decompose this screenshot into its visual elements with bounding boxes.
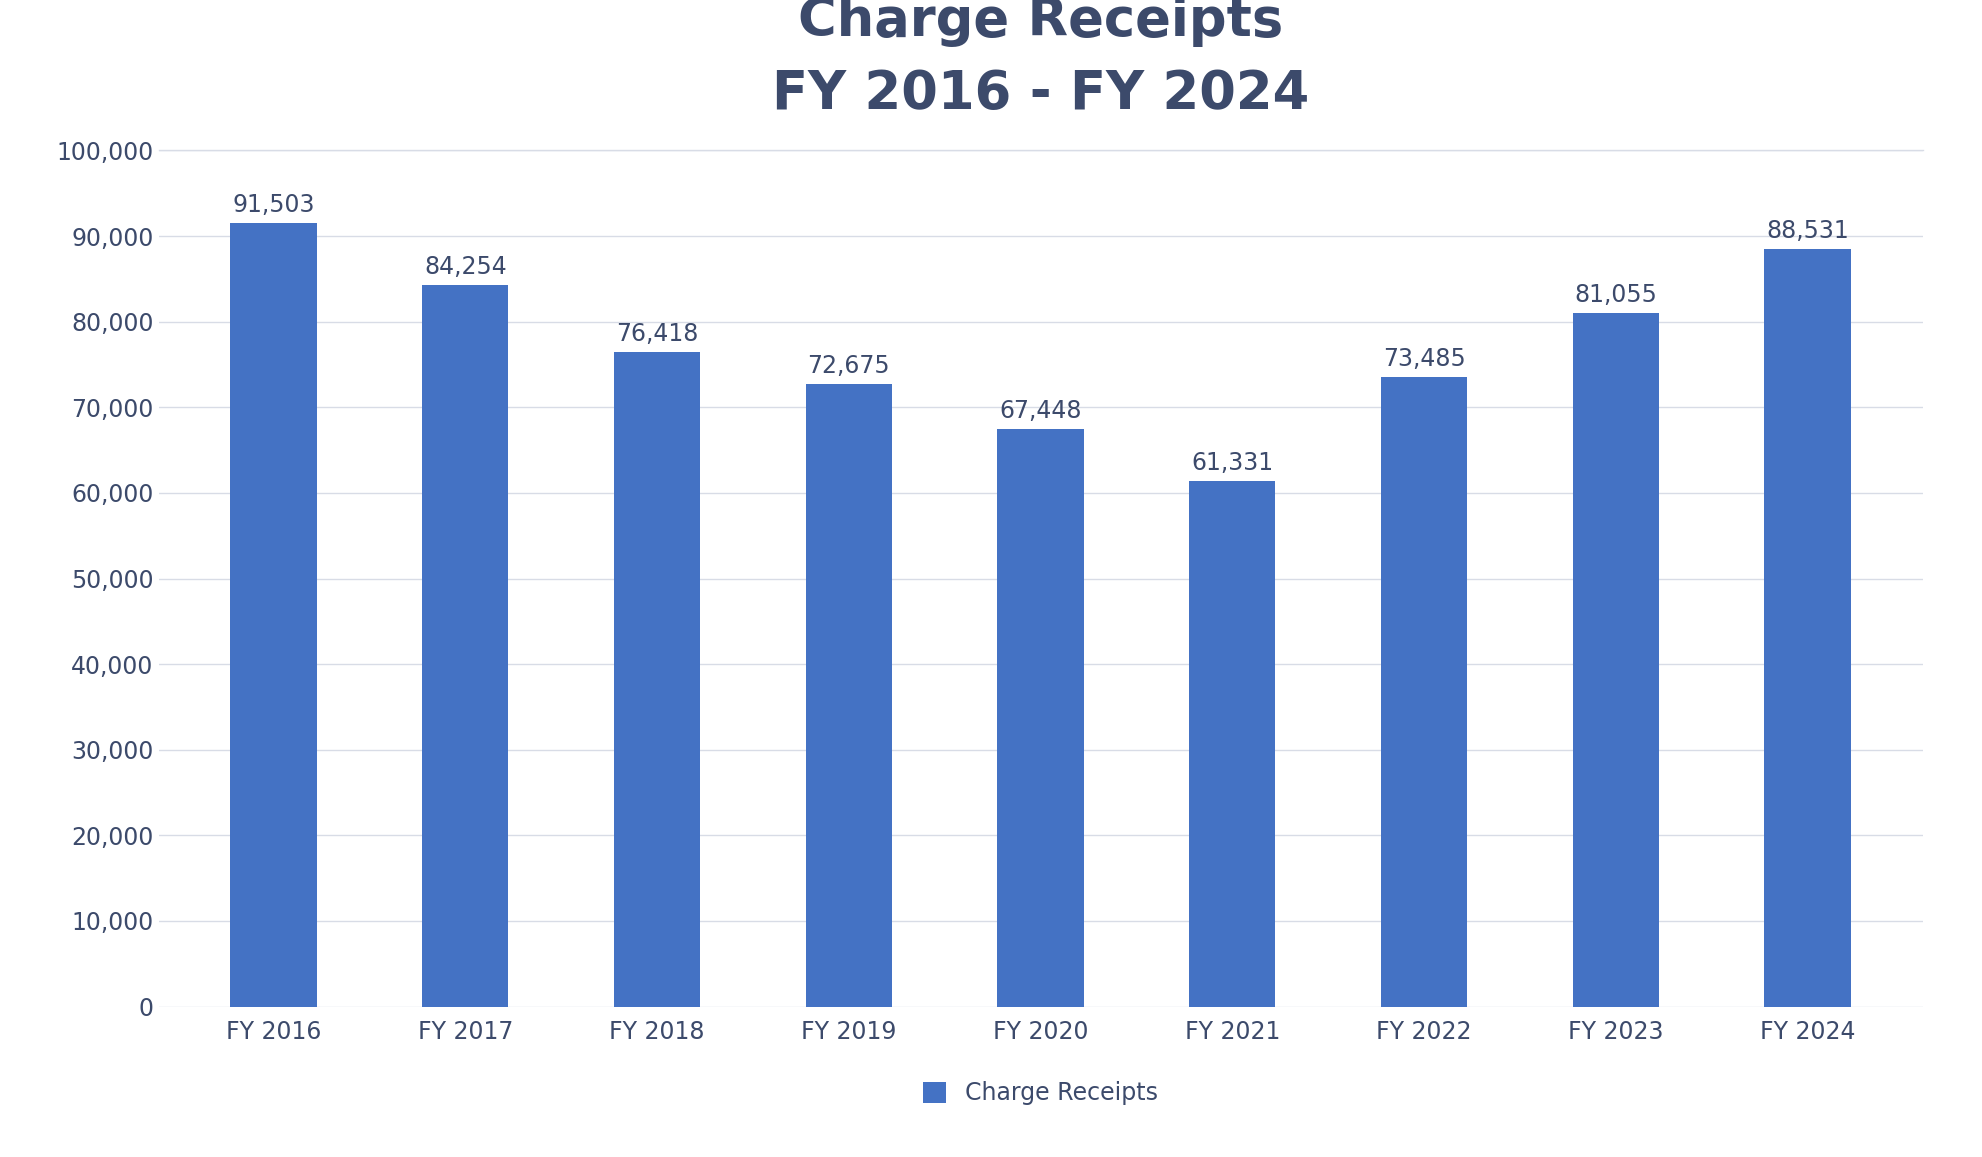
Bar [230, 223, 317, 1007]
Bar [997, 429, 1084, 1007]
Bar [1764, 249, 1851, 1007]
Text: 84,254: 84,254 [424, 256, 507, 279]
Text: 81,055: 81,055 [1574, 282, 1657, 307]
Text: 73,485: 73,485 [1383, 347, 1465, 371]
Text: 61,331: 61,331 [1191, 451, 1272, 476]
Text: 67,448: 67,448 [999, 399, 1082, 423]
Text: 91,503: 91,503 [232, 193, 315, 218]
Bar [1381, 377, 1467, 1007]
Title: Charge Receipts
FY 2016 - FY 2024: Charge Receipts FY 2016 - FY 2024 [771, 0, 1310, 119]
Bar [1189, 481, 1276, 1007]
Bar [422, 286, 509, 1007]
Bar [614, 353, 700, 1007]
Text: 72,675: 72,675 [807, 354, 890, 378]
Text: 76,418: 76,418 [616, 323, 698, 346]
Text: 88,531: 88,531 [1766, 219, 1849, 243]
Legend: Charge Receipts: Charge Receipts [914, 1071, 1167, 1114]
Bar [1572, 312, 1659, 1007]
Bar [805, 384, 892, 1007]
